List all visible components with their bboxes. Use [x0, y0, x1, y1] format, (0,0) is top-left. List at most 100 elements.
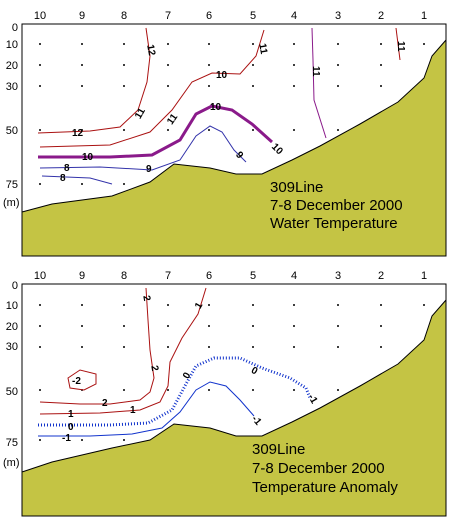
sample-dot: [123, 43, 125, 45]
sample-dot: [423, 304, 425, 306]
sample-dot: [81, 346, 83, 348]
anomaly-minus1: [38, 381, 255, 437]
anomaly-1: [39, 287, 207, 415]
sample-dot: [252, 85, 254, 87]
sample-dot: [293, 64, 295, 66]
sample-dot: [293, 389, 295, 391]
sample-dot: [123, 129, 125, 131]
station-label: 2: [378, 270, 384, 282]
sample-dot: [39, 183, 41, 185]
contour-label: 9: [233, 150, 245, 162]
station-label: 3: [335, 270, 341, 282]
sample-points: [39, 43, 425, 185]
sample-dot: [39, 129, 41, 131]
station-label: 1: [421, 10, 427, 22]
sample-dot: [123, 64, 125, 66]
depth-label: 0: [12, 22, 18, 34]
caption: 309Line 7-8 December 2000 Temperature An…: [252, 441, 398, 496]
depth-unit: (m): [3, 197, 20, 209]
isotherm-12: [37, 27, 151, 134]
caption: 309Line 7-8 December 2000 Water Temperat…: [270, 179, 403, 232]
sample-dot: [337, 85, 339, 87]
contour-label: 11: [395, 41, 406, 52]
depth-label: 30: [6, 81, 18, 93]
seabed: [21, 298, 447, 517]
sample-points: [39, 304, 425, 441]
sample-dot: [81, 183, 83, 185]
isotherm-11-east: [311, 27, 327, 139]
isotherm-9: [39, 125, 247, 171]
sample-dot: [167, 304, 169, 306]
sample-dot: [167, 346, 169, 348]
sample-dot: [39, 85, 41, 87]
sample-dot: [293, 304, 295, 306]
station-label: 9: [79, 270, 85, 282]
anomaly-2: [39, 287, 155, 405]
anomaly-labels: 2 1 2 -2 2 1 -1 1 0 0 0 -1 -1: [62, 295, 320, 444]
contour-label: 2: [148, 365, 160, 373]
sample-dot: [252, 325, 254, 327]
contour-label: 11: [256, 43, 269, 56]
contour-label: 8: [64, 163, 70, 174]
depth-axis: 0 10 20 30 50 75 (m): [3, 22, 20, 209]
depth-label: 75: [6, 437, 18, 449]
station-label: 6: [206, 10, 212, 22]
sample-dot: [81, 325, 83, 327]
station-label: 1: [421, 270, 427, 282]
sample-dot: [380, 346, 382, 348]
depth-label: 50: [6, 386, 18, 398]
contour-label: 8: [60, 173, 66, 184]
station-label: 7: [165, 10, 171, 22]
isotherm-11: [39, 29, 265, 148]
sample-dot: [293, 129, 295, 131]
sample-dot: [337, 64, 339, 66]
sample-dot: [380, 64, 382, 66]
station-label: 6: [206, 270, 212, 282]
contour-label: 9: [146, 164, 152, 175]
sample-dot: [337, 346, 339, 348]
station-label: 5: [250, 270, 256, 282]
sample-dot: [123, 346, 125, 348]
contour-label: 10: [210, 102, 222, 113]
sample-dot: [208, 43, 210, 45]
sample-dot: [337, 43, 339, 45]
sample-dot: [380, 43, 382, 45]
sample-dot: [123, 389, 125, 391]
sample-dot: [337, 129, 339, 131]
contour-label: 12: [72, 128, 84, 139]
panel-water-temperature: 10 9 8 7 6 5 4 3 2 1 0 10 20 30 50 75 (m…: [3, 10, 447, 257]
depth-unit: (m): [3, 457, 20, 469]
sample-dot: [208, 346, 210, 348]
contour-label: 1: [193, 300, 206, 311]
contour-label: 0: [68, 422, 74, 433]
sample-dot: [39, 439, 41, 441]
sample-dot: [81, 439, 83, 441]
panel-temperature-anomaly: 10 9 8 7 6 5 4 3 2 1 0 10 20 30 50 75 (m…: [3, 270, 447, 517]
contour-label: 0: [249, 365, 260, 378]
sample-dot: [81, 85, 83, 87]
sample-dot: [123, 439, 125, 441]
depth-label: 10: [6, 300, 18, 312]
depth-label: 20: [6, 321, 18, 333]
contour-label: 10: [82, 152, 94, 163]
depth-axis: 0 10 20 30 50 75 (m): [3, 280, 20, 469]
station-label: 7: [165, 270, 171, 282]
anomaly-minus2-loop: [67, 369, 97, 391]
sample-dot: [81, 304, 83, 306]
caption-line: Water Temperature: [270, 215, 398, 232]
depth-label: 20: [6, 60, 18, 72]
sample-dot: [167, 85, 169, 87]
caption-line: 309Line: [252, 441, 305, 458]
station-axis-top: 10 9 8 7 6 5 4 3 2 1: [34, 270, 427, 282]
anomaly-contours: [38, 287, 312, 437]
sample-dot: [123, 183, 125, 185]
station-label: 9: [79, 10, 85, 22]
sample-dot: [252, 43, 254, 45]
depth-label: 75: [6, 179, 18, 191]
depth-label: 50: [6, 125, 18, 137]
sample-dot: [167, 325, 169, 327]
isotherm-10: [38, 104, 274, 159]
sample-dot: [252, 64, 254, 66]
sample-dot: [337, 389, 339, 391]
sample-dot: [123, 325, 125, 327]
